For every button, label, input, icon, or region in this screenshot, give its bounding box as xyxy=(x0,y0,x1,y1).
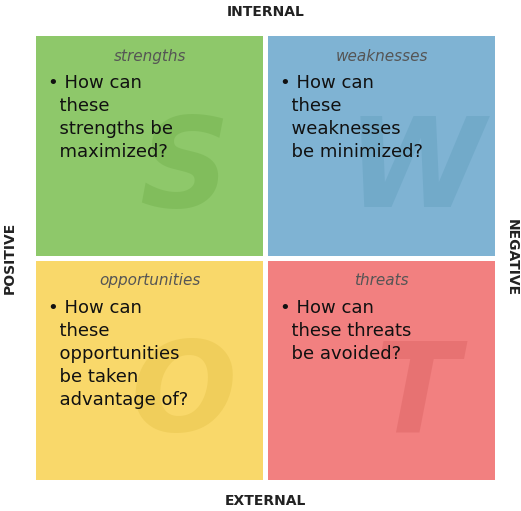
Text: POSITIVE: POSITIVE xyxy=(3,222,17,294)
Text: T: T xyxy=(373,336,458,457)
Text: • How can
  these
  weaknesses
  be minimized?: • How can these weaknesses be minimized? xyxy=(280,74,423,161)
Text: • How can
  these threats
  be avoided?: • How can these threats be avoided? xyxy=(280,299,411,363)
FancyBboxPatch shape xyxy=(268,36,495,256)
Text: W: W xyxy=(346,111,485,233)
Text: threats: threats xyxy=(354,273,409,288)
Text: EXTERNAL: EXTERNAL xyxy=(225,495,306,508)
Text: strengths: strengths xyxy=(114,49,186,63)
Text: O: O xyxy=(131,336,237,457)
FancyBboxPatch shape xyxy=(36,261,263,480)
Text: NEGATIVE: NEGATIVE xyxy=(504,220,518,296)
FancyBboxPatch shape xyxy=(268,261,495,480)
Text: • How can
  these
  strengths be
  maximized?: • How can these strengths be maximized? xyxy=(48,74,173,161)
Text: S: S xyxy=(139,111,229,233)
FancyBboxPatch shape xyxy=(36,36,263,256)
Text: INTERNAL: INTERNAL xyxy=(227,5,305,19)
Text: weaknesses: weaknesses xyxy=(336,49,428,63)
Text: opportunities: opportunities xyxy=(99,273,201,288)
Text: • How can
  these
  opportunities
  be taken
  advantage of?: • How can these opportunities be taken a… xyxy=(48,299,188,408)
